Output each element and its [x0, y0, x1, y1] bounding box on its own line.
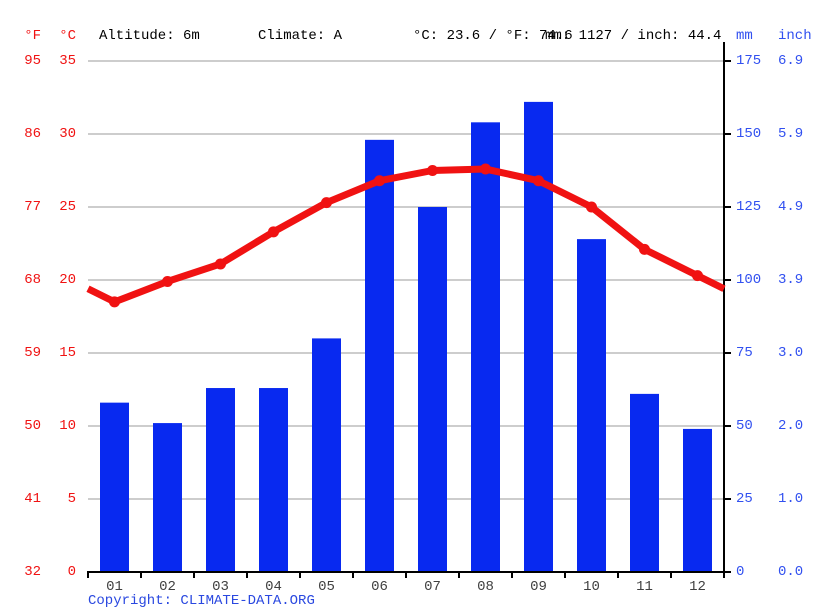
f-tick-label: 41 [24, 491, 41, 507]
precip-bar [153, 423, 182, 572]
temperature-point [109, 296, 120, 308]
avg-temperature-label: °C: 23.6 / °F: 74.6 [413, 28, 573, 44]
altitude-label: Altitude: 6m [99, 28, 200, 44]
inch-tick-label: 3.9 [778, 272, 804, 288]
inch-tick-label: 2.0 [778, 418, 804, 434]
precip-bar [365, 139, 394, 572]
precip-bar [471, 122, 500, 572]
c-tick-label: 0 [67, 564, 76, 580]
f-tick-label: 59 [24, 345, 41, 361]
climate-data-org-link[interactable]: CLIMATE-DATA.ORG [180, 593, 315, 609]
mm-tick-label: 75 [736, 345, 753, 361]
month-label: 07 [424, 579, 441, 595]
copyright-line: Copyright: CLIMATE-DATA.ORG [88, 593, 315, 609]
temperature-point [533, 175, 544, 187]
precip-bar [683, 428, 712, 572]
c-tick-label: 35 [59, 53, 76, 69]
month-label: 11 [636, 579, 653, 595]
month-label: 04 [265, 579, 282, 595]
c-tick-label: 5 [67, 491, 76, 507]
c-tick-label: 15 [59, 345, 76, 361]
inch-tick-label: 0.0 [778, 564, 804, 580]
month-label: 12 [689, 579, 706, 595]
c-tick-label: 20 [59, 272, 76, 288]
c-tick-label: 25 [59, 199, 76, 215]
inch-tick-label: 5.9 [778, 126, 804, 142]
temperature-point [427, 165, 438, 176]
temperature-point [215, 258, 226, 270]
mm-tick-label: 0 [736, 564, 745, 580]
month-label: 06 [371, 579, 388, 595]
temperature-point [268, 226, 279, 238]
precip-bar [206, 388, 235, 572]
temperature-point [480, 163, 491, 175]
month-label: 05 [318, 579, 335, 595]
f-tick-label: 32 [24, 564, 41, 580]
f-tick-label: 86 [24, 126, 41, 142]
mm-tick-label: 25 [736, 491, 753, 507]
inch-tick-label: 1.0 [778, 491, 804, 507]
precip-bar [577, 239, 606, 572]
mm-tick-label: 50 [736, 418, 753, 434]
precip-bar [312, 338, 341, 572]
inch-axis-title: inch [778, 28, 812, 44]
precip-bar [100, 402, 129, 572]
f-tick-label: 77 [24, 199, 41, 215]
mm-tick-label: 175 [736, 53, 762, 69]
temperature-point [586, 201, 597, 213]
temperature-point [374, 175, 385, 187]
celsius-axis-title: °C [59, 28, 76, 44]
c-tick-label: 10 [59, 418, 76, 434]
temperature-point [692, 270, 703, 282]
month-label: 10 [583, 579, 600, 595]
inch-tick-label: 6.9 [778, 53, 804, 69]
temperature-point [162, 275, 173, 287]
mm-tick-label: 150 [736, 126, 762, 142]
inch-tick-label: 4.9 [778, 199, 804, 215]
month-label: 01 [106, 579, 123, 595]
precip-bar [524, 101, 553, 572]
f-tick-label: 50 [24, 418, 41, 434]
precip-bar [630, 393, 659, 572]
f-tick-label: 95 [24, 53, 41, 69]
precip-bar [418, 207, 447, 572]
total-precipitation-label: mm: 1127 / inch: 44.4 [545, 28, 722, 44]
precip-bar [259, 388, 288, 572]
month-label: 09 [530, 579, 547, 595]
inch-tick-label: 3.0 [778, 345, 804, 361]
temperature-point [639, 243, 650, 255]
copyright-label: Copyright: [88, 593, 181, 609]
mm-axis-title: mm [736, 28, 753, 44]
climate-zone-label: Climate: A [258, 28, 343, 44]
month-label: 08 [477, 579, 494, 595]
month-label: 02 [159, 579, 176, 595]
f-tick-label: 68 [24, 272, 41, 288]
mm-tick-label: 100 [736, 272, 762, 288]
temperature-point [321, 197, 332, 209]
month-label: 03 [212, 579, 229, 595]
temperature-line [86, 165, 726, 306]
mm-tick-label: 125 [736, 199, 762, 215]
c-tick-label: 30 [59, 126, 76, 142]
fahrenheit-axis-title: °F [24, 28, 41, 44]
